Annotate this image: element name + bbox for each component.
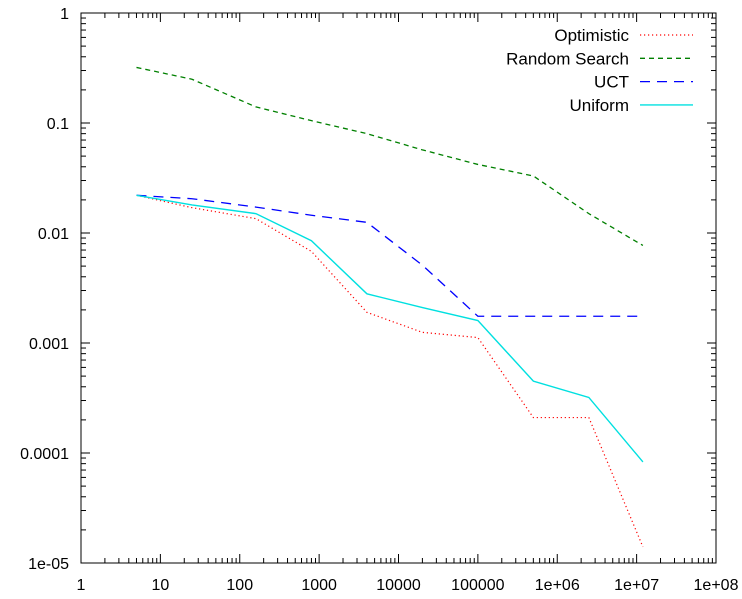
plot-series [136, 66, 644, 548]
y-tick-label: 0.0001 [20, 446, 69, 463]
axes: 1 10 100 1000 10000 100000 1e+06 1e+07 1e+08 1 0.1… [20, 6, 739, 594]
x-tick-label: 10000 [376, 577, 421, 594]
y-tick-label: 0.01 [38, 226, 69, 243]
legend-label: UCT [594, 73, 629, 92]
series-line-random-search [136, 66, 644, 247]
y-tick-label: 0.001 [29, 336, 69, 353]
legend-label: Random Search [506, 49, 629, 68]
y-tick-label: 1e-05 [28, 556, 69, 573]
legend-label: Uniform [569, 96, 629, 115]
y-tick-label: 1 [60, 6, 69, 23]
x-tick-label: 1e+07 [614, 577, 659, 594]
y-tick-label: 0.1 [47, 116, 69, 133]
legend: Optimistic Random Search UCT Uniform [506, 26, 693, 115]
x-tick-label: 10 [151, 577, 169, 594]
x-tick-label: 100 [226, 577, 253, 594]
series-line-uct [136, 194, 643, 317]
x-tick-label: 1e+08 [694, 577, 739, 594]
x-tick-label: 1000 [301, 577, 337, 594]
x-tick-label: 1 [77, 577, 86, 594]
series-line-optimistic [136, 194, 644, 548]
x-tick-label: 1e+06 [535, 577, 580, 594]
x-tick-label: 100000 [451, 577, 504, 594]
legend-label: Optimistic [554, 26, 629, 45]
series-line-uniform [136, 194, 644, 463]
